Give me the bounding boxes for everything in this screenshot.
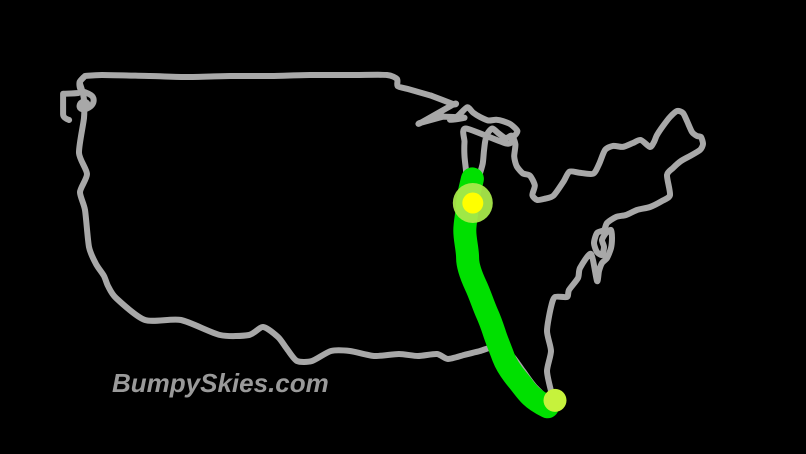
- svg-text:BumpySkies.com: BumpySkies.com: [112, 368, 329, 398]
